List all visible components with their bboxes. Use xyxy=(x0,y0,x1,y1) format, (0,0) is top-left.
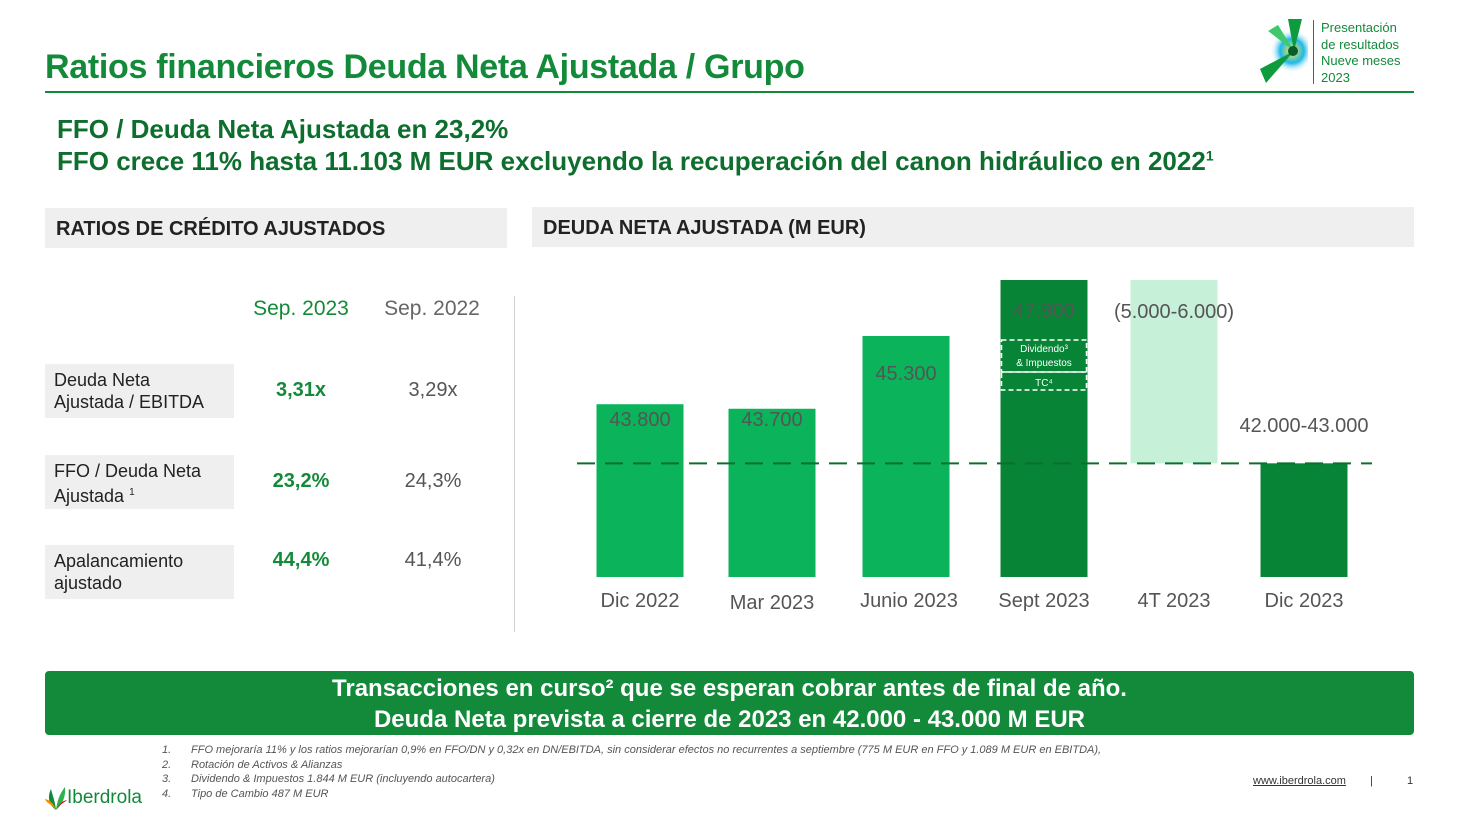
footnote: 1. FFO mejoraría 11% y los ratios mejorar… xyxy=(162,743,1101,758)
data-label: 43.700 xyxy=(741,409,802,431)
label-line: Ajustada / EBITDA xyxy=(54,392,205,412)
segment-annotation: Dividendo³ xyxy=(1020,344,1068,355)
category-label: Junio 2023 xyxy=(860,590,958,612)
callout-box: Transacciones en curso² que se esperan c… xyxy=(45,671,1414,735)
headline-ffo-growth: FFO crece 11% hasta 11.103 M EUR excluye… xyxy=(57,146,1214,177)
fx-segment xyxy=(1000,371,1088,391)
data-label: 45.300 xyxy=(875,363,936,385)
label-line: Deuda Neta xyxy=(54,370,151,390)
data-label: 43.800 xyxy=(609,409,670,431)
presentation-badge: Presentación de resultados Nueve meses 2… xyxy=(1321,20,1400,86)
footnote-text: Tipo de Cambio 487 M EUR xyxy=(191,787,329,800)
footnote-number: 3. xyxy=(162,773,172,785)
bar xyxy=(596,404,684,577)
callout-line-2: Deuda Neta prevista a cierre de 2023 en … xyxy=(373,706,1086,733)
segment-annotation: & Impuestos xyxy=(1016,358,1072,369)
credit-ratios-header: RATIOS DE CRÉDITO AJUSTADOS xyxy=(45,208,507,248)
category-label: 4T 2023 xyxy=(1137,590,1210,612)
label-line: ajustado xyxy=(54,573,123,593)
label-line-text: Ajustada xyxy=(54,486,125,506)
net-debt-header: DEUDA NETA AJUSTADA (M EUR) xyxy=(532,207,1414,247)
col-header-2022: Sep. 2022 xyxy=(384,297,480,320)
footnote-text: Rotación de Activos & Alianzas xyxy=(191,758,343,771)
bar xyxy=(728,408,816,577)
footnotes: 1. FFO mejoraría 11% y los ratios mejorar… xyxy=(162,743,1101,801)
label-line: Ajustada 1 xyxy=(54,482,225,507)
ratio-value-2022: 24,3% xyxy=(404,470,462,492)
footnote-number: 2. xyxy=(162,758,172,771)
results-logo-icon xyxy=(1260,19,1308,83)
segment-annotation: TC⁴ xyxy=(1035,378,1053,389)
footnote-text: FFO mejoraría 11% y los ratios mejoraría… xyxy=(191,744,1102,756)
data-label: 47.900 xyxy=(1013,300,1074,322)
label-line: FFO / Deuda Neta xyxy=(54,461,202,481)
ratio-value-2022: 41,4% xyxy=(404,549,462,571)
bar xyxy=(1000,280,1088,578)
bar xyxy=(862,336,950,577)
col-header-2023: Sep. 2023 xyxy=(253,297,349,320)
footnote: 3. Dividendo & Impuestos 1.844 M EUR (inc… xyxy=(162,772,1101,787)
page-title: Ratios financieros Deuda Neta Ajustada /… xyxy=(45,48,805,86)
badge-line: Presentación xyxy=(1321,20,1397,35)
page-number: 1 xyxy=(1407,775,1414,787)
badge-line: 2023 xyxy=(1321,69,1350,85)
badge-line: de resultados xyxy=(1321,36,1400,52)
data-label: (5.000-6.000) xyxy=(1114,301,1234,323)
data-label: 42.000-43.000 xyxy=(1239,415,1368,437)
ratio-value-2023: 3,31x xyxy=(275,379,327,401)
headline-ffo-ratio: FFO / Deuda Neta Ajustada en 23,2% xyxy=(57,114,509,144)
footnote-ref: 1 xyxy=(129,487,135,498)
bar xyxy=(1260,463,1348,577)
net-debt-chart: Dividendo³ & Impuestos TC⁴ 43.800 43.700 45.3… xyxy=(577,280,1372,614)
ratio-row-label: FFO / Deuda Neta Ajustada 1 xyxy=(45,455,234,509)
category-label: Sept 2023 xyxy=(998,590,1089,612)
ratio-row-label: Apalancamiento ajustado xyxy=(45,545,234,599)
website-link[interactable]: www.iberdrola.com xyxy=(1253,775,1346,787)
bar xyxy=(1130,280,1218,464)
ratio-value-2022: 3,29x xyxy=(408,379,458,401)
title-divider xyxy=(45,91,1414,93)
footnote-number: 4. xyxy=(162,787,172,800)
ratio-value-2023: 44,4% xyxy=(272,549,330,571)
brand-name: Iberdrola xyxy=(67,787,142,808)
category-label: Dic 2022 xyxy=(601,590,680,612)
ratio-row-label: Deuda Neta Ajustada / EBITDA xyxy=(45,364,234,418)
panel-divider xyxy=(514,296,515,632)
badge-divider xyxy=(1313,20,1314,84)
iberdrola-leaf-icon xyxy=(45,787,67,810)
badge-line: Nueve meses xyxy=(1321,53,1401,68)
footnote: 2. Rotación de Activos & Alianzas xyxy=(162,758,1101,773)
footnote: 4. Tipo de Cambio 487 M EUR xyxy=(162,787,1101,802)
footnote-ref: 1 xyxy=(1205,147,1214,164)
headline-ffo-growth-text: FFO crece 11% hasta 11.103 M EUR excluye… xyxy=(57,146,1206,176)
category-label: Dic 2023 xyxy=(1265,590,1344,612)
dividend-taxes-segment xyxy=(1000,339,1088,373)
callout-line-1: Transacciones en curso² que se esperan c… xyxy=(332,675,1127,702)
footnote-number: 1. xyxy=(162,744,172,756)
category-label: Mar 2023 xyxy=(730,592,815,614)
label-line: Apalancamiento xyxy=(54,551,184,571)
footnote-text: Dividendo & Impuestos 1.844 M EUR (inclu… xyxy=(191,773,495,785)
ratio-value-2023: 23,2% xyxy=(272,470,330,492)
footer-separator: | xyxy=(1370,775,1373,787)
